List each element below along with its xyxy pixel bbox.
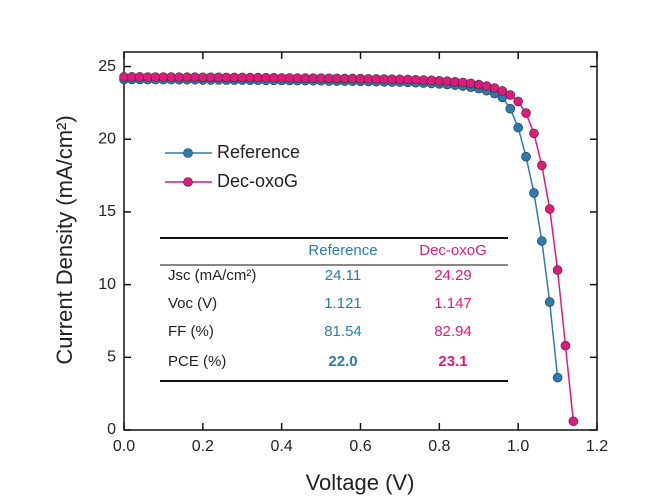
legend-marker — [183, 148, 193, 158]
x-tick-label: 0.2 — [192, 438, 214, 455]
data-point — [466, 78, 476, 89]
x-tick-label: 0.6 — [349, 438, 371, 455]
x-tick-label: 0.0 — [113, 438, 135, 455]
table-header: Reference — [308, 242, 377, 259]
table-row-label: PCE (%) — [168, 353, 226, 370]
data-point — [497, 86, 508, 96]
data-point — [544, 204, 555, 214]
table-cell: 22.0 — [328, 353, 357, 370]
data-point — [568, 416, 579, 427]
x-axis-label: Voltage (V) — [306, 470, 415, 495]
x-tick-label: 0.8 — [428, 438, 450, 455]
legend-marker — [183, 177, 193, 187]
data-point — [521, 151, 531, 162]
table-cell: 1.121 — [324, 295, 362, 312]
data-point — [521, 108, 531, 118]
data-point — [537, 236, 547, 246]
y-tick-label: 15 — [98, 203, 116, 220]
data-point — [529, 128, 539, 139]
table-cell: 1.147 — [434, 295, 472, 312]
data-point — [473, 79, 484, 90]
y-axis-label: Current Density (mA/cm²) — [52, 115, 77, 364]
legend-label: Dec-oxoG — [217, 171, 298, 191]
x-tick-label: 0.4 — [271, 438, 293, 455]
data-point — [505, 90, 516, 100]
data-point — [458, 77, 468, 88]
data-point — [513, 96, 523, 107]
data-point — [505, 103, 516, 114]
data-point — [544, 297, 555, 307]
x-tick-label: 1.2 — [586, 438, 608, 455]
data-point — [552, 265, 563, 275]
x-tick-label: 1.0 — [507, 438, 529, 455]
y-tick-label: 25 — [98, 58, 116, 75]
table-cell: 81.54 — [324, 323, 362, 340]
legend-label: Reference — [217, 142, 300, 162]
table-row-label: FF (%) — [168, 323, 214, 340]
data-point — [537, 160, 547, 171]
table-cell: 82.94 — [434, 323, 472, 340]
table-cell: 24.29 — [434, 267, 472, 284]
table-cell: 23.1 — [438, 353, 467, 370]
data-point — [560, 340, 571, 351]
table-header: Dec-oxoG — [419, 242, 487, 259]
table-row-label: Jsc (mA/cm²) — [168, 267, 256, 284]
table-row-label: Voc (V) — [168, 295, 217, 312]
data-point — [481, 81, 492, 91]
data-point — [529, 188, 539, 198]
y-tick-label: 20 — [98, 130, 116, 147]
data-point — [513, 122, 523, 133]
y-tick-label: 0 — [107, 421, 116, 438]
table-cell: 24.11 — [325, 267, 361, 284]
y-tick-label: 10 — [98, 276, 116, 293]
data-point — [552, 372, 563, 383]
y-tick-label: 5 — [107, 349, 116, 366]
